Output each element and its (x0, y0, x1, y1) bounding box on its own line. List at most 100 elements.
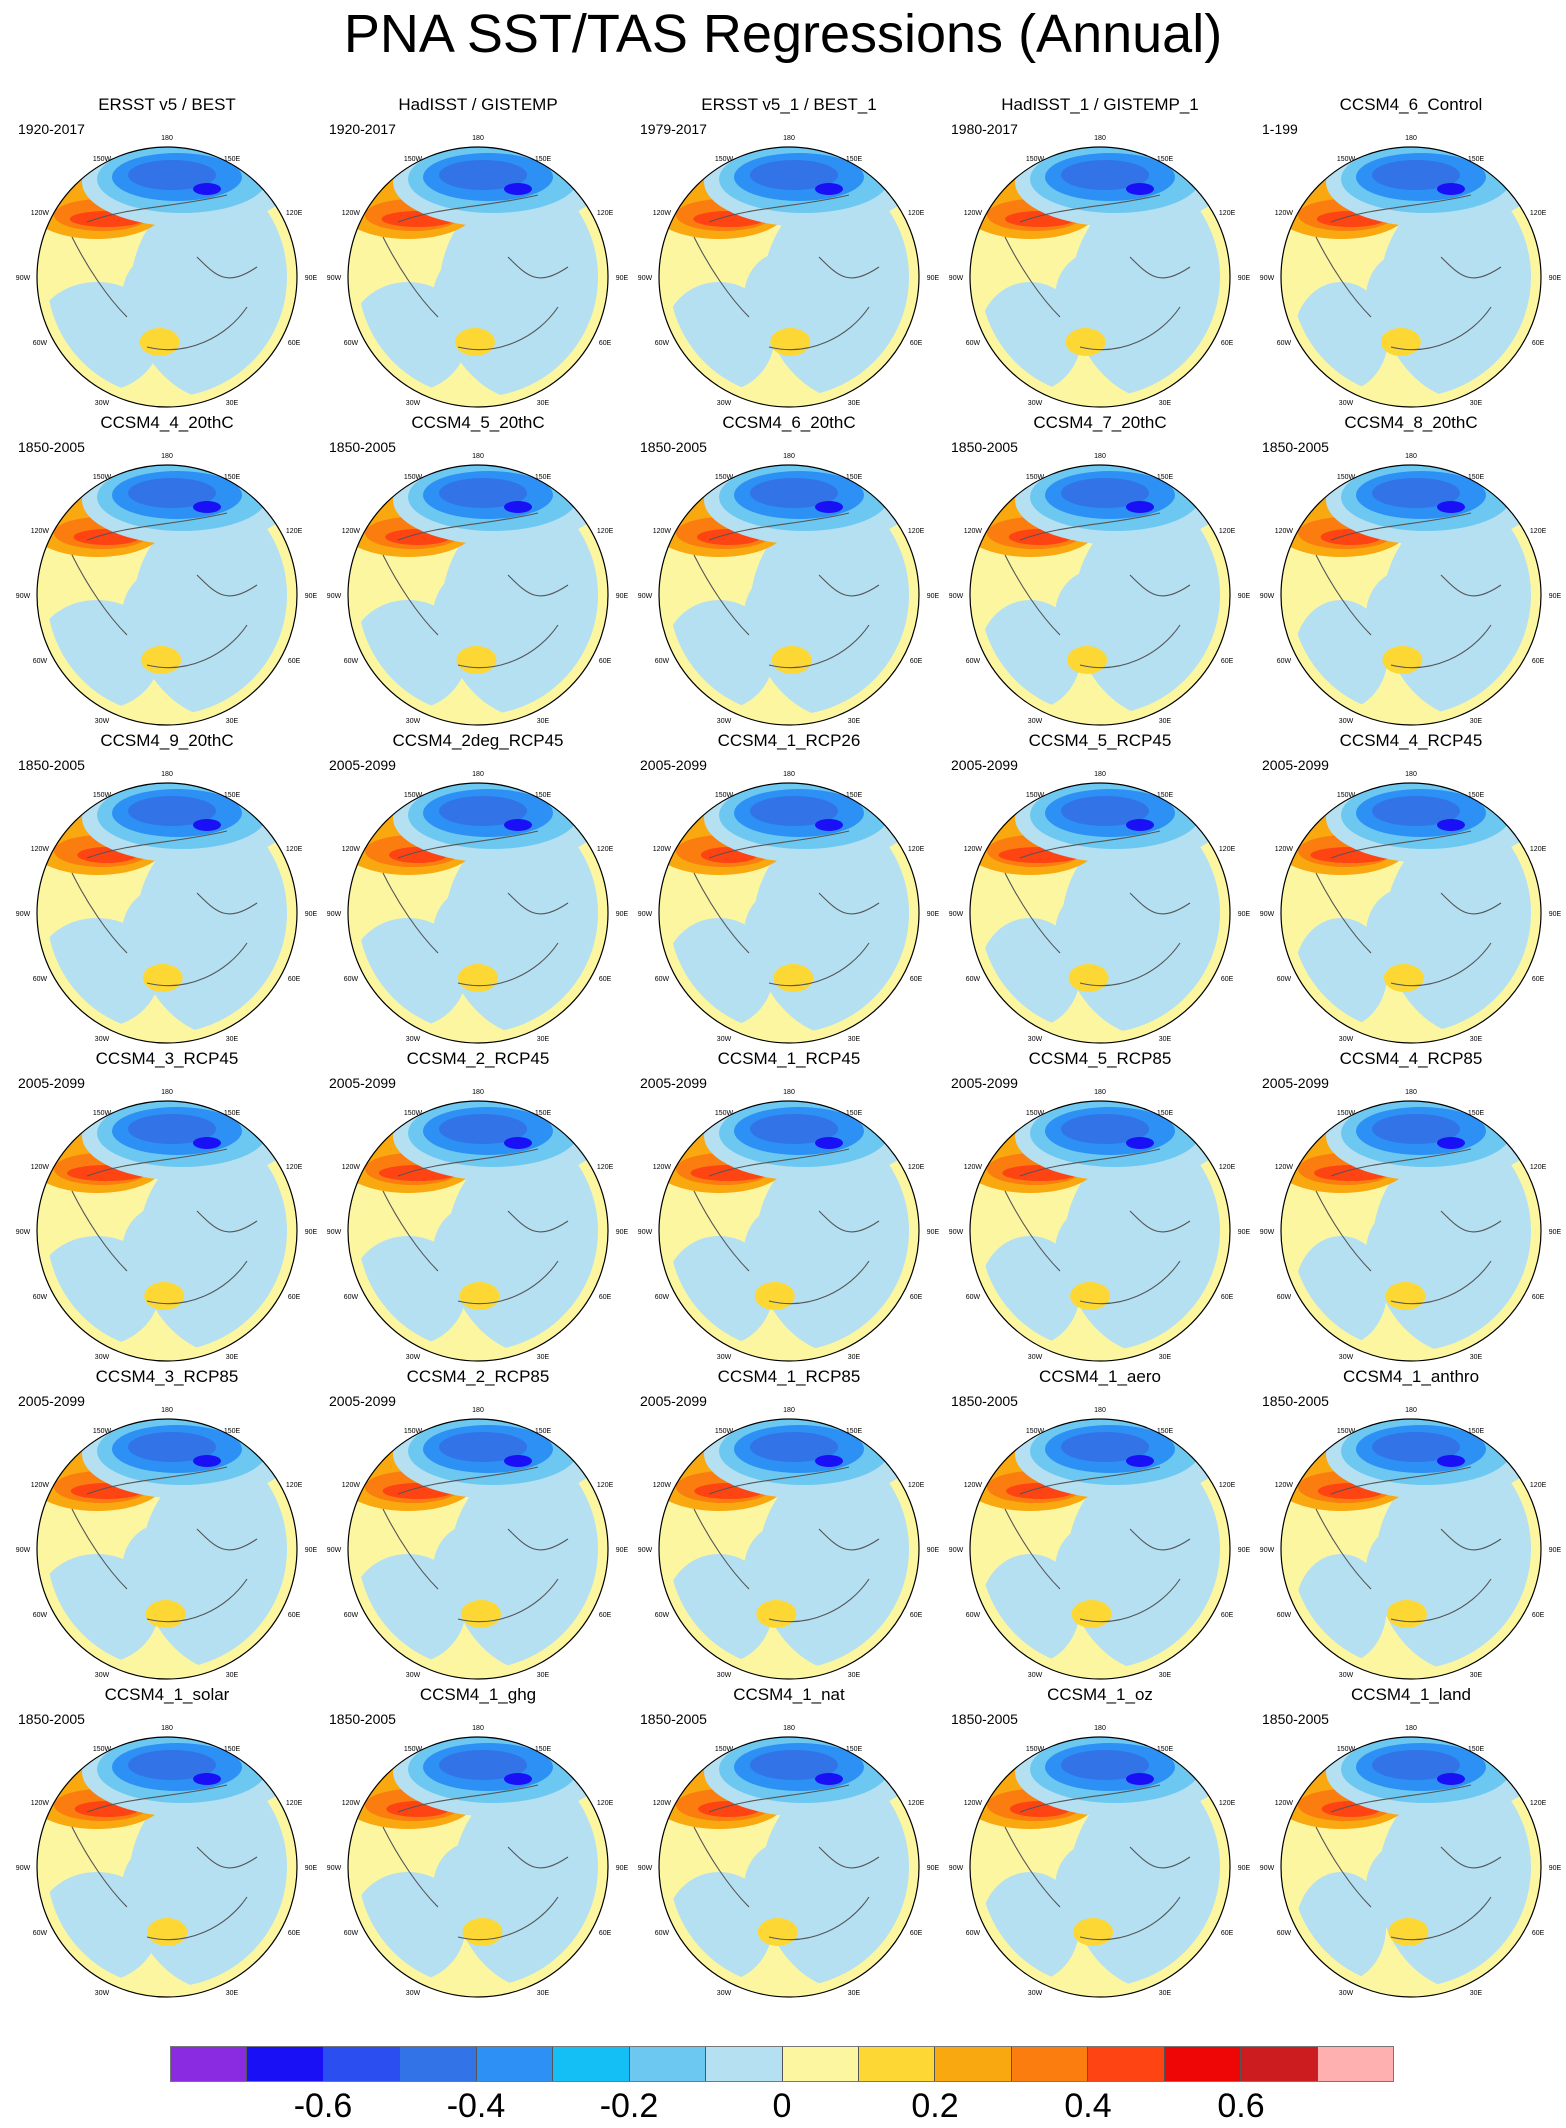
longitude-label: 30W (95, 1990, 110, 1997)
longitude-label: 180 (472, 453, 484, 460)
longitude-label: 180 (161, 771, 173, 778)
longitude-label: 30W (1028, 400, 1043, 407)
longitude-label: 30E (226, 1672, 239, 1679)
longitude-label: 90E (1238, 593, 1251, 600)
coastline (1315, 1148, 1502, 1305)
panel-title: CCSM4_3_RCP85 (95, 1367, 239, 1386)
longitude-label: 30E (226, 1354, 239, 1361)
longitude-label: 150E (1468, 1428, 1485, 1435)
longitude-label: 120W (653, 1482, 672, 1489)
longitude-label: 120E (908, 1482, 925, 1489)
panel-title: CCSM4_1_solar (104, 1685, 230, 1704)
longitude-label: 60W (33, 1930, 48, 1937)
coastline (382, 194, 569, 351)
longitude-label: 120E (597, 1164, 614, 1171)
longitude-label: 60E (288, 340, 301, 347)
longitude-label: 120E (597, 846, 614, 853)
longitude-label: 60E (288, 1930, 301, 1937)
polar-map: 180150W150E120W120E90W90E60W60E30W30E0 (16, 1725, 318, 1998)
longitude-label: 150W (93, 792, 112, 799)
panel-title: HadISST_1 / GISTEMP_1 (1001, 95, 1199, 114)
colorbar-tick-label: 0.2 (911, 2087, 959, 2125)
colorbar-swatch (1164, 2047, 1242, 2081)
longitude-label: 60W (1277, 658, 1292, 665)
longitude-label: 60E (1532, 658, 1545, 665)
longitude-label: 60W (966, 1294, 981, 1301)
longitude-label: 90E (1549, 1865, 1562, 1872)
map-panel: 180150W150E120W120E90W90E60W60E30W30E0CC… (945, 1367, 1255, 1687)
longitude-label: 90W (949, 275, 964, 282)
panel-period: 1850-2005 (18, 1711, 85, 1727)
polar-map: 180150W150E120W120E90W90E60W60E30W30E0 (327, 135, 629, 408)
anomaly-field (1281, 1419, 1541, 1679)
longitude-label: 90E (927, 1229, 940, 1236)
colorbar-tick-label: 0 (772, 2087, 792, 2125)
longitude-label: 150E (846, 156, 863, 163)
coastline (1315, 1784, 1502, 1941)
coastline (1004, 194, 1191, 351)
longitude-label: 60E (1221, 976, 1234, 983)
coastline (1004, 830, 1191, 987)
longitude-label: 150E (1468, 474, 1485, 481)
longitude-label: 150E (224, 474, 241, 481)
longitude-label: 120W (31, 1164, 50, 1171)
panel-period: 2005-2099 (329, 757, 396, 773)
panel-period: 2005-2099 (640, 757, 707, 773)
longitude-label: 180 (1405, 771, 1417, 778)
longitude-label: 180 (1094, 1407, 1106, 1414)
map-panel: 180150W150E120W120E90W90E60W60E30W30E0CC… (634, 1049, 944, 1369)
longitude-label: 120E (1219, 846, 1236, 853)
longitude-label: 30E (1470, 1990, 1483, 1997)
longitude-label: 60E (1532, 976, 1545, 983)
longitude-label: 120E (1530, 846, 1547, 853)
longitude-label: 30W (1028, 1354, 1043, 1361)
longitude-label: 150E (846, 1746, 863, 1753)
longitude-label: 90W (638, 275, 653, 282)
longitude-label: 90W (949, 1229, 964, 1236)
coastline (693, 194, 880, 351)
coastline (693, 830, 880, 987)
longitude-label: 180 (1094, 453, 1106, 460)
longitude-label: 60E (910, 658, 923, 665)
coastline (693, 512, 880, 669)
longitude-label: 120E (286, 528, 303, 535)
colorbar-swatch (1088, 2047, 1165, 2081)
longitude-label: 60E (1532, 1294, 1545, 1301)
longitude-label: 180 (783, 1089, 795, 1096)
longitude-label: 30E (1159, 400, 1172, 407)
anomaly-field (659, 1101, 919, 1361)
longitude-label: 120W (964, 528, 983, 535)
longitude-label: 30E (537, 1354, 550, 1361)
longitude-label: 60E (1221, 1612, 1234, 1619)
longitude-label: 90W (16, 1547, 31, 1554)
coastline (1004, 512, 1191, 669)
coastline (71, 830, 258, 987)
longitude-label: 60E (1532, 1612, 1545, 1619)
longitude-label: 90W (327, 593, 342, 600)
colorbar-tick-label: 0.6 (1217, 2087, 1265, 2125)
longitude-label: 150W (404, 1428, 423, 1435)
longitude-label: 60W (1277, 340, 1292, 347)
anomaly-field (348, 1419, 608, 1679)
longitude-label: 180 (1094, 771, 1106, 778)
coastline (693, 1784, 880, 1941)
panel-period: 2005-2099 (951, 757, 1018, 773)
coastline (71, 1148, 258, 1305)
longitude-label: 90E (927, 1547, 940, 1554)
longitude-label: 30W (1339, 400, 1354, 407)
panel-period: 1850-2005 (18, 757, 85, 773)
longitude-label: 120W (1275, 1800, 1294, 1807)
longitude-label: 60E (599, 976, 612, 983)
longitude-label: 150E (224, 156, 241, 163)
longitude-label: 30W (1028, 1036, 1043, 1043)
longitude-label: 30W (406, 718, 421, 725)
longitude-label: 90E (1238, 911, 1251, 918)
longitude-label: 90E (616, 1547, 629, 1554)
longitude-label: 30E (226, 400, 239, 407)
map-panel: 180150W150E120W120E90W90E60W60E30W30E0CC… (12, 1685, 322, 2005)
longitude-label: 180 (1405, 135, 1417, 142)
longitude-label: 120E (597, 210, 614, 217)
panel-period: 2005-2099 (1262, 757, 1329, 773)
map-panel: 180150W150E120W120E90W90E60W60E30W30E0ER… (634, 95, 944, 415)
colorbar-swatch (1011, 2047, 1089, 2081)
